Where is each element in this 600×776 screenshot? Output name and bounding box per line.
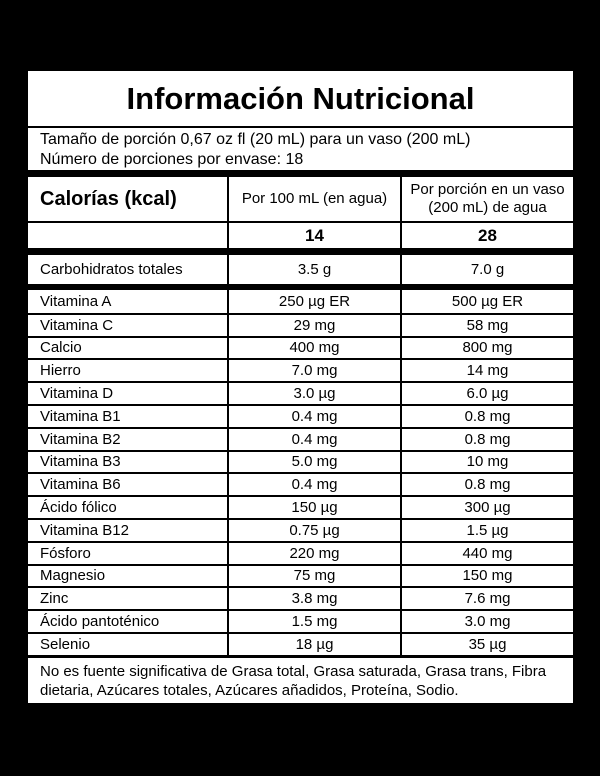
column-header-per-serving: Por porción en un vaso (200 mL) de agua <box>400 177 573 221</box>
nutrient-name: Magnesio <box>28 563 227 587</box>
nutrient-row: Selenio 18 µg 35 µg <box>28 631 573 655</box>
nutrient-per-serving-value: 0.8 mg <box>400 472 573 496</box>
nutrient-row: Calcio 400 mg 800 mg <box>28 335 573 359</box>
serving-section: Tamaño de porción 0,67 oz fl (20 mL) par… <box>28 128 573 170</box>
nutrient-name: Hierro <box>28 358 227 381</box>
calories-per-serving-value: 28 <box>400 221 573 248</box>
footnote: No es fuente significativa de Grasa tota… <box>28 657 573 703</box>
title-section: Información Nutricional <box>28 71 573 126</box>
nutrient-per-serving-value: 440 mg <box>400 540 573 564</box>
nutrient-per-100ml-value: 0.4 mg <box>227 472 400 496</box>
calories-value-row: 14 28 <box>28 221 573 248</box>
calories-header-row: Calorías (kcal) Por 100 mL (en agua) Por… <box>28 177 573 221</box>
nutrient-row: Vitamina D 3.0 µg 6.0 µg <box>28 381 573 404</box>
nutrient-per-serving-value: 0.8 mg <box>400 426 573 450</box>
nutrient-name: Vitamina B12 <box>28 517 227 541</box>
nutrient-per-serving-value: 14 mg <box>400 358 573 382</box>
nutrient-row: Fósforo 220 mg 440 mg <box>28 540 573 564</box>
calories-spacer-cell <box>28 221 227 248</box>
nutrient-row: Ácido fólico 150 µg 300 µg <box>28 495 573 518</box>
nutrient-per-100ml-value: 0.4 mg <box>227 426 400 450</box>
nutrient-per-100ml-value: 75 mg <box>227 563 400 587</box>
nutrient-row: Hierro 7.0 mg 14 mg <box>28 358 573 382</box>
nutrient-per-100ml-value: 7.0 mg <box>227 358 400 382</box>
nutrient-name: Vitamina B3 <box>28 449 227 473</box>
nutrient-name: Vitamina A <box>40 292 112 310</box>
nutrient-per-100ml-value: 220 mg <box>227 540 400 564</box>
nutrient-row: Vitamina B1 0.4 mg 0.8 mg <box>28 403 573 427</box>
carbohydrates-per-100ml-value: 3.5 g <box>227 255 400 284</box>
calories-section: Calorías (kcal) Por 100 mL (en agua) Por… <box>28 177 573 248</box>
nutrient-row: Vitamina A 250 µg ER 500 µg ER <box>28 290 573 313</box>
nutrient-per-serving-value: 35 µg <box>400 631 573 655</box>
nutrient-per-100ml-value: 1.5 mg <box>227 609 400 632</box>
calories-label: Calorías (kcal) <box>40 188 177 210</box>
nutrient-name: Ácido fólico <box>28 495 227 518</box>
nutrient-per-serving-value: 10 mg <box>400 449 573 473</box>
carbohydrates-label: Carbohidratos totales <box>40 261 183 278</box>
nutrient-per-100ml-value: 29 mg <box>227 312 400 336</box>
carbohydrates-row: Carbohidratos totales 3.5 g 7.0 g <box>28 255 573 284</box>
nutrient-name: Vitamina D <box>28 381 227 404</box>
calories-per-100ml-value: 14 <box>227 221 400 248</box>
nutrient-per-100ml-value: 0.4 mg <box>227 403 400 427</box>
nutrient-per-serving-value: 300 µg <box>400 495 573 518</box>
nutrient-name: Vitamina B6 <box>28 472 227 495</box>
nutrient-row: Magnesio 75 mg 150 mg <box>28 563 573 587</box>
nutrient-per-100ml-value: 150 µg <box>227 495 400 518</box>
nutrient-per-100ml-value: 3.0 µg <box>227 381 400 404</box>
nutrient-per-serving-value: 1.5 µg <box>400 517 573 541</box>
nutrient-per-serving-value: 0.8 mg <box>400 403 573 427</box>
nutrient-name: Vitamina B1 <box>28 403 227 427</box>
nutrient-name: Calcio <box>28 335 227 359</box>
nutrient-name: Fósforo <box>28 540 227 564</box>
nutrient-name: Zinc <box>28 586 227 609</box>
nutrient-row: Vitamina B6 0.4 mg 0.8 mg <box>28 472 573 496</box>
servings-per-container-line: Número de porciones por envase: 18 <box>40 151 304 168</box>
nutrition-label: Información Nutricional Tamaño de porció… <box>28 71 573 703</box>
nutrient-name: Selenio <box>28 631 227 655</box>
label-title: Información Nutricional <box>126 80 475 116</box>
nutrient-name: Vitamina C <box>28 312 227 336</box>
nutrient-row: Vitamina B3 5.0 mg 10 mg <box>28 449 573 473</box>
nutrient-per-100ml-value: 5.0 mg <box>227 449 400 473</box>
nutrient-per-serving-value: 6.0 µg <box>400 381 573 404</box>
nutrients-table: Vitamina A 250 µg ER 500 µg ER Vitamina … <box>28 290 573 655</box>
nutrient-name: Ácido pantoténico <box>28 609 227 632</box>
nutrient-per-serving-value: 7.6 mg <box>400 586 573 610</box>
nutrient-row: Zinc 3.8 mg 7.6 mg <box>28 586 573 610</box>
nutrient-per-100ml-value: 3.8 mg <box>227 586 400 610</box>
nutrient-per-100ml-value: 400 mg <box>227 335 400 359</box>
nutrient-per-serving-value: 800 mg <box>400 335 573 359</box>
nutrient-per-serving-value: 58 mg <box>400 312 573 336</box>
nutrient-per-100ml-value: 0.75 µg <box>227 517 400 541</box>
nutrient-per-serving-value: 500 µg ER <box>400 290 573 313</box>
nutrient-row: Ácido pantoténico 1.5 mg 3.0 mg <box>28 609 573 632</box>
nutrient-name: Vitamina B2 <box>28 426 227 450</box>
nutrient-per-100ml-value: 18 µg <box>227 631 400 655</box>
nutrient-row: Vitamina B2 0.4 mg 0.8 mg <box>28 426 573 450</box>
nutrient-row: Vitamina C 29 mg 58 mg <box>28 312 573 336</box>
nutrient-per-serving-value: 150 mg <box>400 563 573 587</box>
carbohydrates-per-serving-value: 7.0 g <box>400 255 573 284</box>
nutrient-per-100ml-value: 250 µg ER <box>227 290 400 313</box>
column-header-per-100ml: Por 100 mL (en agua) <box>227 177 400 221</box>
nutrient-row: Vitamina B12 0.75 µg 1.5 µg <box>28 517 573 541</box>
nutrient-per-serving-value: 3.0 mg <box>400 609 573 632</box>
serving-size-line: Tamaño de porción 0,67 oz fl (20 mL) par… <box>40 131 471 148</box>
